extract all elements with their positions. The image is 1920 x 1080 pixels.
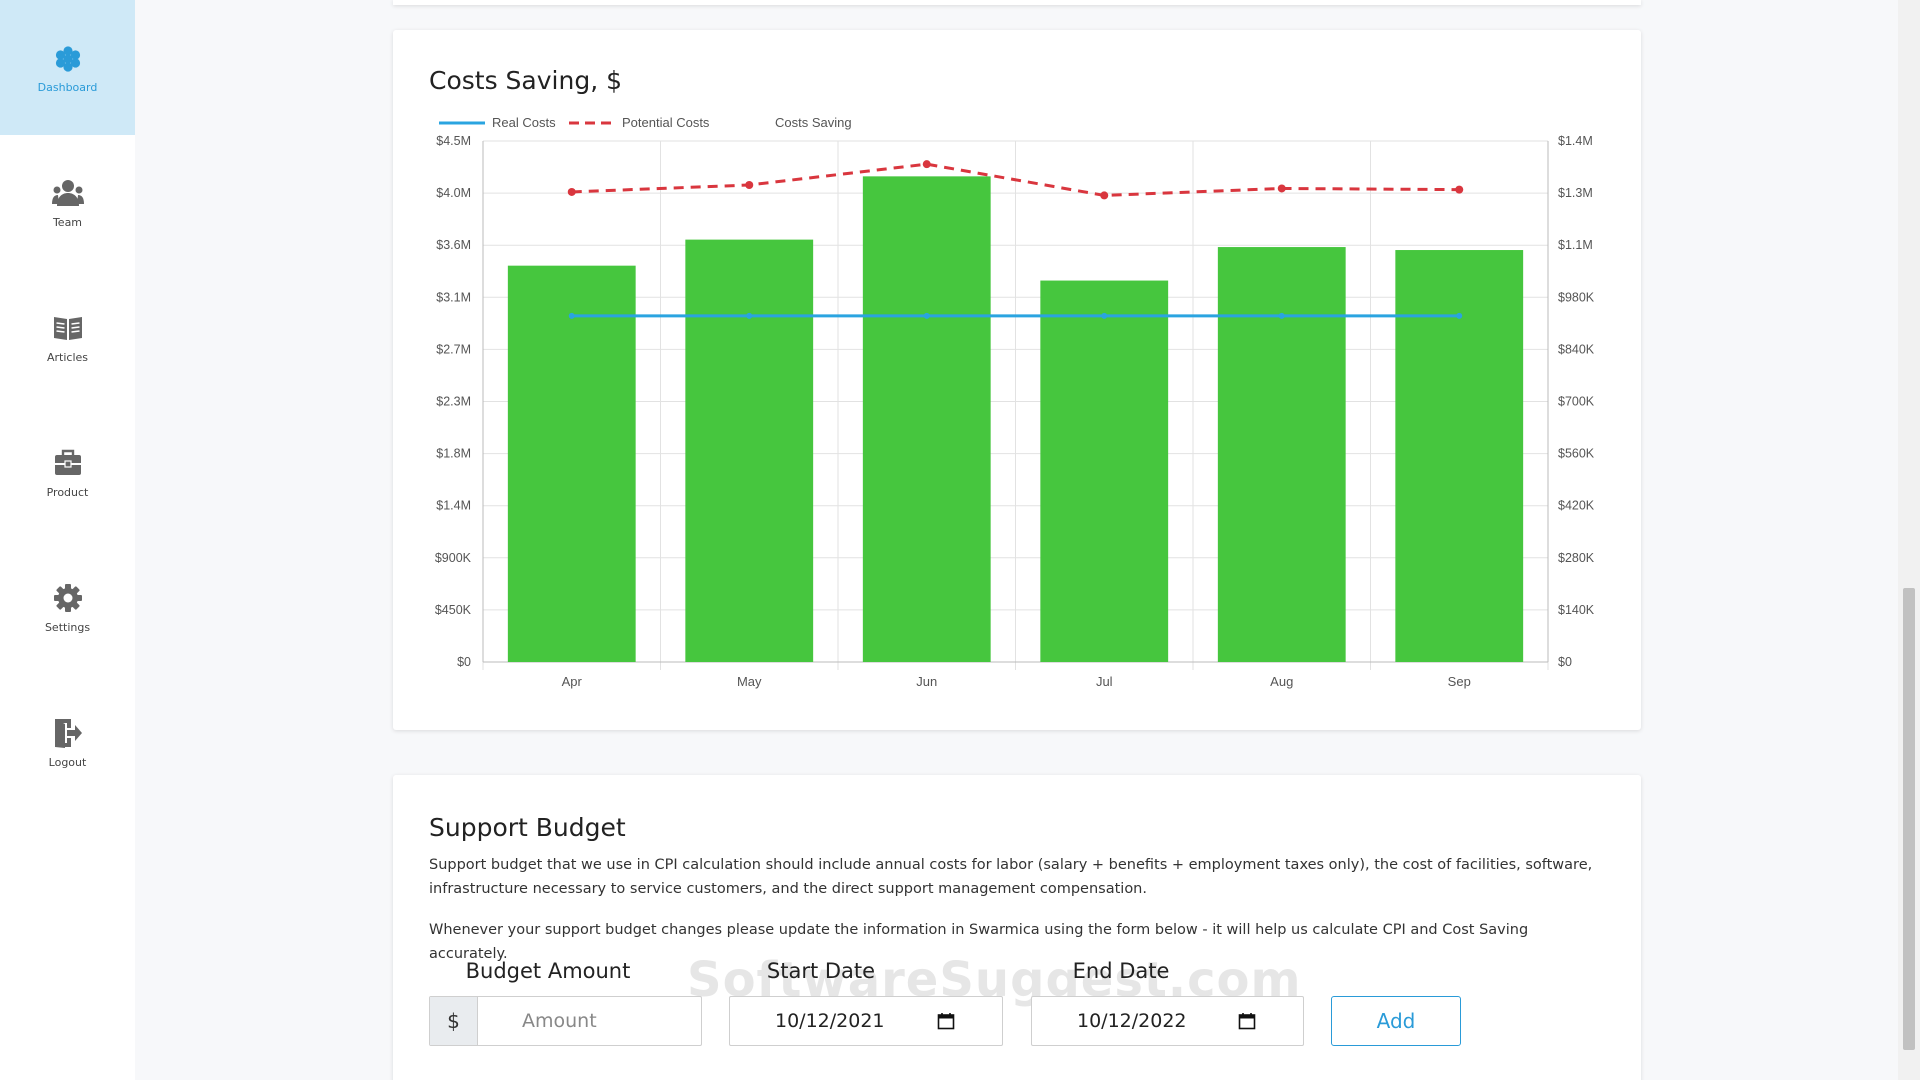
gear-icon (51, 581, 85, 615)
x-axis-tick-label: Jul (1096, 674, 1113, 689)
team-icon (51, 176, 85, 210)
left-axis-tick-label: $3.6M (436, 238, 471, 252)
sidebar-item-product[interactable]: Product (0, 405, 135, 540)
left-axis-tick-label: $4.0M (436, 186, 471, 200)
right-axis-tick-label: $840K (1558, 342, 1595, 356)
left-axis-tick-label: $1.4M (436, 499, 471, 513)
x-axis-tick-label: Aug (1270, 674, 1293, 689)
costs-saving-chart: $0 $450K $900K $1.4M $1.8M $2.3M $2.7M $3.1M $3.… (435, 115, 1595, 689)
add-budget-button[interactable]: Add (1331, 996, 1461, 1046)
bar-costs-saving (1395, 250, 1524, 663)
currency-prefix: $ (430, 997, 478, 1045)
sidebar: Dashboard Team (0, 0, 135, 1080)
left-axis-tick-label: $3.1M (436, 290, 471, 304)
bar-costs-saving (1217, 247, 1346, 662)
sidebar-item-label: Dashboard (37, 81, 98, 94)
previous-card-edge (393, 0, 1641, 5)
potential-costs-line (571, 162, 1460, 197)
end-date-value: 10/12/2022 (1077, 1010, 1187, 1032)
page-scrollbar[interactable] (1898, 0, 1920, 1080)
sidebar-item-team[interactable]: Team (0, 135, 135, 270)
potential-costs-point (1277, 184, 1286, 193)
left-axis-tick-label: $450K (435, 603, 472, 617)
honeycomb-icon (51, 41, 85, 75)
potential-costs-point (567, 187, 576, 196)
potential-costs-point (1455, 185, 1464, 194)
budget-amount-label: Budget Amount (465, 959, 631, 983)
right-axis-tick-label: $0 (1558, 655, 1572, 669)
right-axis-tick-label: $1.1M (1558, 238, 1593, 252)
sidebar-item-dashboard[interactable]: Dashboard (0, 0, 135, 135)
potential-costs-point (745, 180, 754, 189)
sidebar-item-label: Logout (48, 756, 87, 769)
calendar-icon[interactable] (935, 1010, 957, 1032)
start-date-value: 10/12/2021 (775, 1010, 885, 1032)
start-date-label: Start Date (766, 959, 876, 983)
sidebar-item-label: Settings (44, 621, 91, 634)
right-axis-tick-label: $700K (1558, 395, 1595, 409)
real-costs-point (1278, 312, 1285, 319)
right-axis-tick-label: $1.4M (1558, 134, 1593, 148)
real-costs-point (1456, 312, 1463, 319)
sidebar-item-label: Product (46, 486, 89, 499)
left-axis-tick-label: $4.5M (436, 134, 471, 148)
right-axis-tick-label: $280K (1558, 551, 1595, 565)
real-costs-point (1101, 312, 1108, 319)
bar-costs-saving (862, 176, 991, 662)
sidebar-item-label: Team (52, 216, 83, 229)
logout-icon (51, 716, 85, 750)
bar-costs-saving (507, 265, 636, 662)
calendar-icon[interactable] (1236, 1010, 1258, 1032)
end-date-input[interactable]: 10/12/2022 (1031, 996, 1304, 1046)
support-budget-card: Support Budget Support budget that we us… (393, 775, 1641, 1080)
end-date-label: End Date (1072, 959, 1170, 983)
legend-label-potential-costs: Potential Costs (622, 115, 710, 130)
right-axis-tick-label: $420K (1558, 499, 1595, 513)
sidebar-item-label: Articles (46, 351, 89, 364)
left-axis-tick-label: $900K (435, 551, 472, 565)
real-costs-point (923, 312, 930, 319)
sidebar-item-articles[interactable]: Articles (0, 270, 135, 405)
budget-amount-input[interactable] (478, 998, 678, 1044)
start-date-input[interactable]: 10/12/2021 (729, 996, 1003, 1046)
left-axis-tick-label: $2.7M (436, 342, 471, 356)
right-axis-tick-label: $1.3M (1558, 186, 1593, 200)
x-axis-tick-label: May (737, 674, 762, 689)
left-axis-tick-label: $0 (457, 655, 471, 669)
x-axis-tick-label: Jun (916, 674, 937, 689)
costs-saving-card: Costs Saving, $ $0 $450K $900K $1.4M $1.8M $2… (393, 30, 1641, 730)
sidebar-item-logout[interactable]: Logout (0, 675, 135, 810)
real-costs-point (568, 312, 575, 319)
potential-costs-point (1100, 191, 1109, 200)
potential-costs-point (922, 160, 931, 169)
legend-label-costs-saving: Costs Saving (775, 115, 852, 130)
x-axis-tick-label: Sep (1448, 674, 1471, 689)
bar-costs-saving (1040, 280, 1169, 662)
sidebar-item-settings[interactable]: Settings (0, 540, 135, 675)
real-costs-point (746, 312, 753, 319)
legend-label-real-costs: Real Costs (492, 115, 556, 130)
x-axis-tick-label: Apr (562, 674, 583, 689)
briefcase-icon (51, 446, 85, 480)
right-axis-tick-label: $560K (1558, 447, 1595, 461)
scrollbar-thumb[interactable] (1903, 588, 1915, 1050)
right-axis-tick-label: $980K (1558, 290, 1595, 304)
left-axis-tick-label: $1.8M (436, 447, 471, 461)
support-budget-description: Support budget that we use in CPI calcul… (429, 857, 1593, 897)
budget-amount-field: $ (429, 996, 702, 1046)
support-budget-title: Support Budget (429, 813, 626, 842)
left-axis-tick-label: $2.3M (436, 395, 471, 409)
bar-costs-saving (685, 239, 814, 662)
book-icon (51, 311, 85, 345)
right-axis-tick-label: $140K (1558, 603, 1595, 617)
support-budget-instructions: Whenever your support budget changes ple… (429, 922, 1529, 962)
costs-saving-title: Costs Saving, $ (429, 66, 622, 95)
